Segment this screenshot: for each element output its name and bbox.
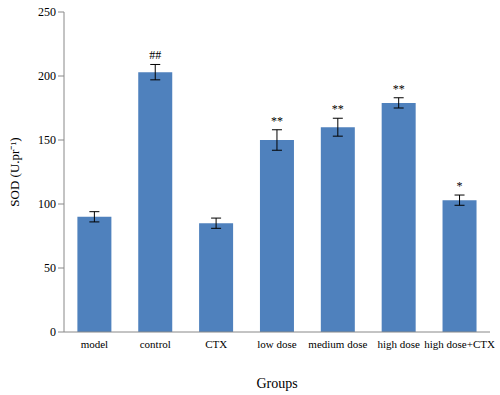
svg-text:control: control — [140, 338, 171, 350]
svg-text:model: model — [81, 338, 109, 350]
svg-text:high dose: high dose — [377, 338, 420, 350]
svg-text:250: 250 — [38, 5, 56, 19]
svg-text:50: 50 — [44, 261, 56, 275]
svg-text:**: ** — [271, 114, 283, 128]
svg-text:CTX: CTX — [205, 338, 227, 350]
svg-text:**: ** — [393, 82, 405, 96]
svg-text:low dose: low dose — [257, 338, 297, 350]
svg-text:0: 0 — [50, 325, 56, 339]
svg-text:##: ## — [149, 48, 161, 62]
svg-text:**: ** — [332, 102, 344, 116]
svg-text:Groups: Groups — [256, 376, 297, 391]
svg-text:*: * — [457, 179, 463, 193]
svg-text:200: 200 — [38, 69, 56, 83]
svg-text:medium dose: medium dose — [308, 338, 367, 350]
svg-text:SOD (U.pr⁻¹): SOD (U.pr⁻¹) — [8, 137, 22, 206]
svg-text:100: 100 — [38, 197, 56, 211]
svg-text:150: 150 — [38, 133, 56, 147]
svg-text:high dose+CTX: high dose+CTX — [424, 338, 492, 350]
